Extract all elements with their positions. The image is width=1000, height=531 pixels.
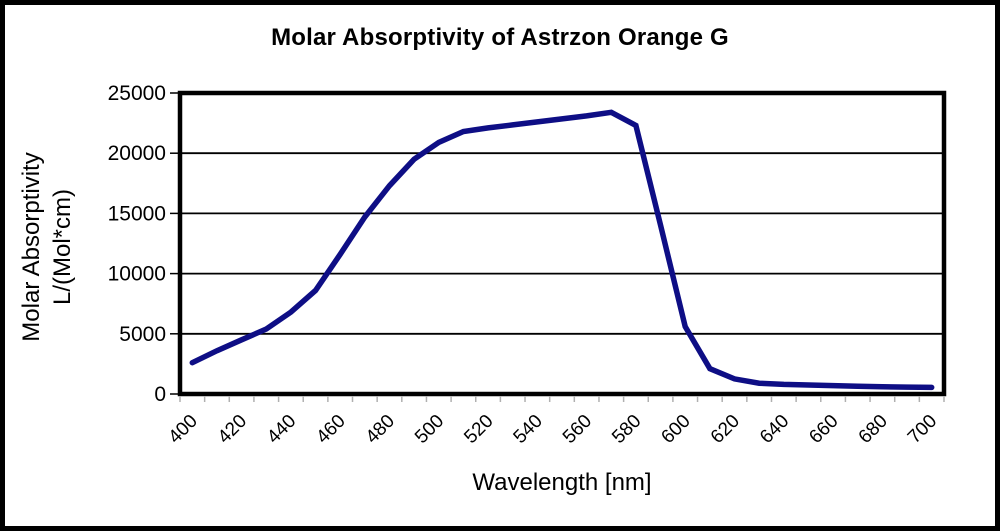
y-tick-label: 20000 xyxy=(108,142,166,165)
x-tick-label: 640 xyxy=(756,411,793,448)
x-tick-label: 580 xyxy=(608,411,645,448)
x-tick-label: 440 xyxy=(263,411,300,448)
x-tick-label: 620 xyxy=(707,411,744,448)
absorptivity-series-line xyxy=(189,109,935,391)
x-tick-label: 480 xyxy=(362,411,399,448)
y-tick-label: 0 xyxy=(154,383,166,406)
x-tick-label: 700 xyxy=(904,411,941,448)
x-tick-label: 680 xyxy=(855,411,892,448)
x-tick-label: 540 xyxy=(510,411,547,448)
y-tick-label: 10000 xyxy=(108,263,166,286)
x-tick-label: 520 xyxy=(460,411,497,448)
x-tick-label: 460 xyxy=(312,411,349,448)
chart-title: Molar Absorptivity of Astrzon Orange G xyxy=(271,24,729,51)
x-tick-label: 660 xyxy=(805,411,842,448)
x-axis-title: Wavelength [nm] xyxy=(472,469,652,496)
plot-border xyxy=(177,90,947,397)
y-tick-label: 5000 xyxy=(119,323,166,346)
x-tick-label: 600 xyxy=(657,411,694,448)
x-tick-label: 560 xyxy=(559,411,596,448)
x-tick-label: 500 xyxy=(411,411,448,448)
x-tick-label: 420 xyxy=(214,411,251,448)
y-tick-label: 25000 xyxy=(108,82,166,105)
y-tick-label: 15000 xyxy=(108,202,166,225)
x-tick-label: 400 xyxy=(165,411,202,448)
